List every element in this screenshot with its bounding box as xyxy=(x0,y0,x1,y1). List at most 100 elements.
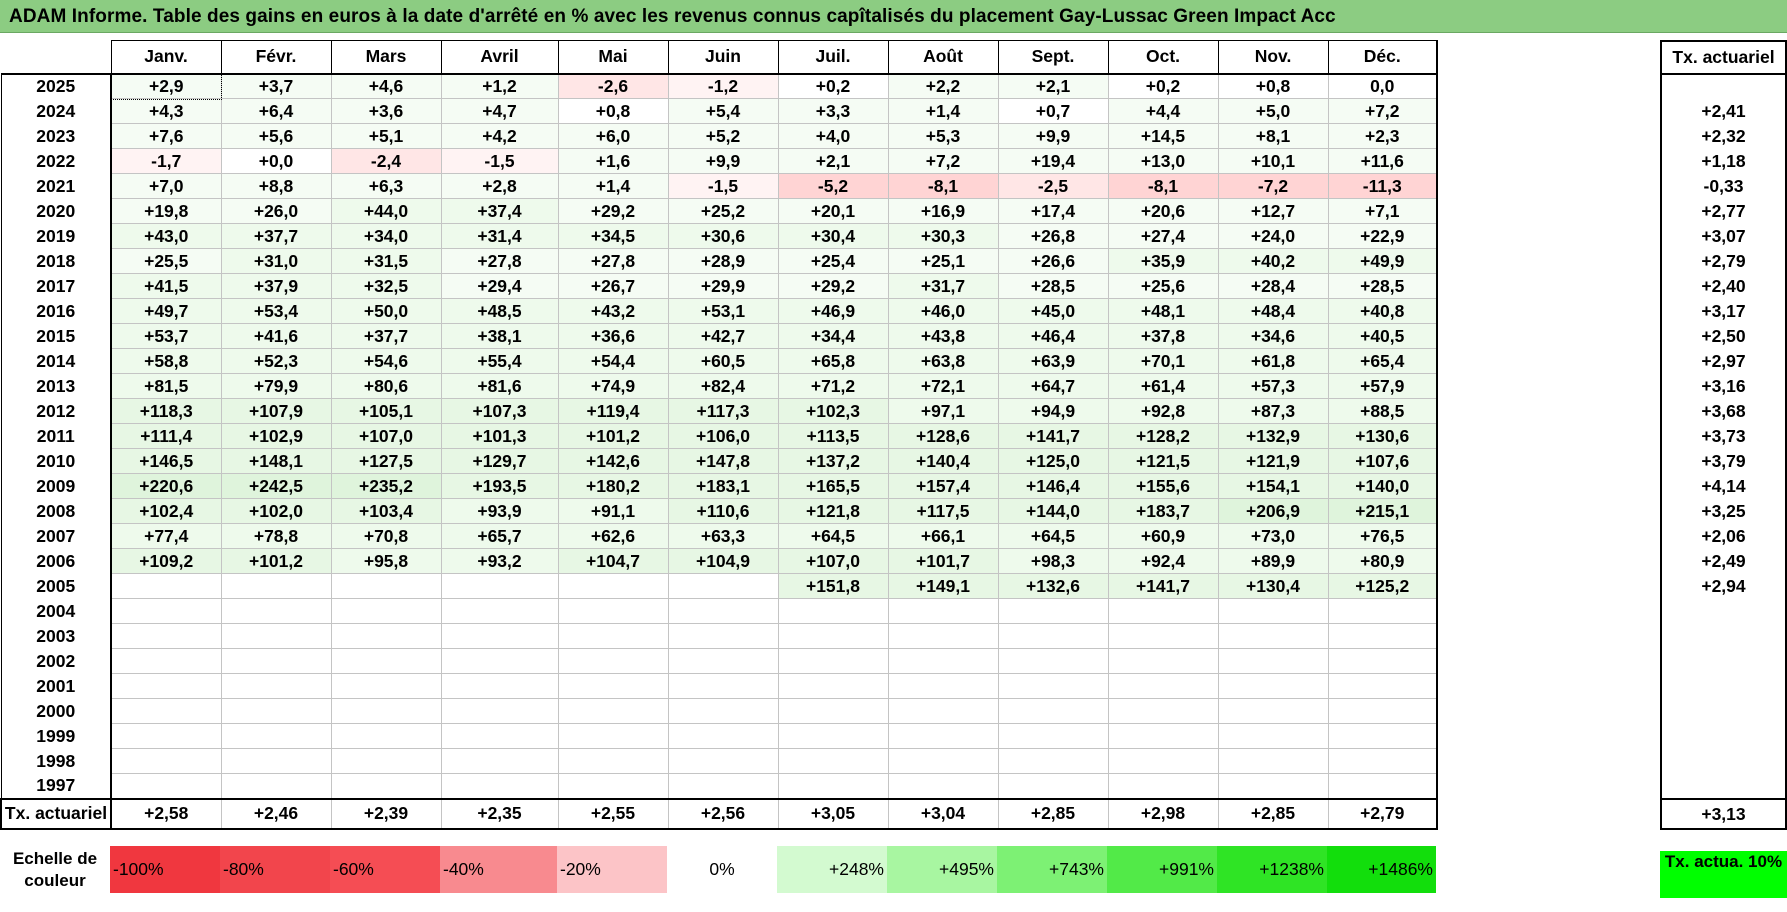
gain-cell[interactable] xyxy=(1107,698,1219,724)
gain-cell[interactable]: +28,5 xyxy=(1327,273,1438,299)
gain-cell[interactable]: +118,3 xyxy=(110,398,222,424)
gain-cell[interactable] xyxy=(330,623,442,649)
gain-cell[interactable]: +61,4 xyxy=(1107,373,1219,399)
gain-cell[interactable] xyxy=(330,698,442,724)
gain-cell[interactable] xyxy=(110,648,222,674)
gain-cell[interactable] xyxy=(887,598,999,624)
gain-cell[interactable] xyxy=(777,773,889,799)
gain-cell[interactable] xyxy=(440,598,559,624)
gain-cell[interactable]: +16,9 xyxy=(887,198,999,224)
gain-cell[interactable]: +53,7 xyxy=(110,323,222,349)
gain-cell[interactable]: +180,2 xyxy=(557,473,669,499)
gain-cell[interactable]: +110,6 xyxy=(667,498,779,524)
gain-cell[interactable]: +235,2 xyxy=(330,473,442,499)
gain-cell[interactable]: +38,1 xyxy=(440,323,559,349)
gain-cell[interactable]: +206,9 xyxy=(1217,498,1329,524)
gain-cell[interactable]: +54,6 xyxy=(330,348,442,374)
gain-cell[interactable]: +60,5 xyxy=(667,348,779,374)
gain-cell[interactable]: +0,8 xyxy=(1217,73,1329,99)
gain-cell[interactable] xyxy=(1107,748,1219,774)
gain-cell[interactable]: +4,6 xyxy=(330,73,442,99)
gain-cell[interactable]: +0,2 xyxy=(777,73,889,99)
gain-cell[interactable] xyxy=(330,598,442,624)
gain-cell[interactable]: +165,5 xyxy=(777,473,889,499)
gain-cell[interactable] xyxy=(440,698,559,724)
gain-cell[interactable]: +29,2 xyxy=(777,273,889,299)
gain-cell[interactable]: +5,3 xyxy=(887,123,999,149)
gain-cell[interactable]: +31,5 xyxy=(330,248,442,274)
gain-cell[interactable]: +107,6 xyxy=(1327,448,1438,474)
gain-cell[interactable]: +141,7 xyxy=(997,423,1109,449)
gain-cell[interactable]: +50,0 xyxy=(330,298,442,324)
gain-cell[interactable] xyxy=(667,748,779,774)
gain-cell[interactable]: +4,0 xyxy=(777,123,889,149)
gain-cell[interactable]: +2,1 xyxy=(997,73,1109,99)
gain-cell[interactable]: +26,6 xyxy=(997,248,1109,274)
gain-cell[interactable]: -7,2 xyxy=(1217,173,1329,199)
gain-cell[interactable]: +132,6 xyxy=(997,573,1109,599)
gain-cell[interactable]: +77,4 xyxy=(110,523,222,549)
gain-cell[interactable]: +46,0 xyxy=(887,298,999,324)
gain-cell[interactable]: +34,6 xyxy=(1217,323,1329,349)
gain-cell[interactable]: +92,8 xyxy=(1107,398,1219,424)
gain-cell[interactable]: +102,9 xyxy=(220,423,332,449)
gain-cell[interactable]: +37,7 xyxy=(330,323,442,349)
gain-cell[interactable]: +74,9 xyxy=(557,373,669,399)
gain-cell[interactable]: +70,8 xyxy=(330,523,442,549)
gain-cell[interactable] xyxy=(667,598,779,624)
gain-cell[interactable]: +137,2 xyxy=(777,448,889,474)
gain-cell[interactable]: +104,7 xyxy=(557,548,669,574)
gain-cell[interactable] xyxy=(887,723,999,749)
gain-cell[interactable] xyxy=(1107,648,1219,674)
gain-cell[interactable]: +148,1 xyxy=(220,448,332,474)
gain-cell[interactable]: +6,4 xyxy=(220,98,332,124)
gain-cell[interactable]: +36,6 xyxy=(557,323,669,349)
gain-cell[interactable]: -11,3 xyxy=(1327,173,1438,199)
gain-cell[interactable]: +28,9 xyxy=(667,248,779,274)
gain-cell[interactable]: +19,8 xyxy=(110,198,222,224)
gain-cell[interactable]: +17,4 xyxy=(997,198,1109,224)
gain-cell[interactable]: +93,2 xyxy=(440,548,559,574)
gain-cell[interactable]: +52,3 xyxy=(220,348,332,374)
gain-cell[interactable]: +73,0 xyxy=(1217,523,1329,549)
gain-cell[interactable]: +42,7 xyxy=(667,323,779,349)
gain-cell[interactable]: +101,7 xyxy=(887,548,999,574)
gain-cell[interactable]: +41,5 xyxy=(110,273,222,299)
gain-cell[interactable]: +7,6 xyxy=(110,123,222,149)
gain-cell[interactable]: +76,5 xyxy=(1327,523,1438,549)
gain-cell[interactable] xyxy=(887,623,999,649)
gain-cell[interactable]: +101,2 xyxy=(557,423,669,449)
gain-cell[interactable]: +1,4 xyxy=(557,173,669,199)
gain-cell[interactable]: +155,6 xyxy=(1107,473,1219,499)
gain-cell[interactable] xyxy=(1327,623,1438,649)
gain-cell[interactable]: +113,5 xyxy=(777,423,889,449)
gain-cell[interactable] xyxy=(667,723,779,749)
gain-cell[interactable]: +242,5 xyxy=(220,473,332,499)
gain-cell[interactable]: +14,5 xyxy=(1107,123,1219,149)
gain-cell[interactable]: +127,5 xyxy=(330,448,442,474)
gain-cell[interactable] xyxy=(1107,723,1219,749)
gain-cell[interactable]: +10,1 xyxy=(1217,148,1329,174)
gain-cell[interactable]: +29,9 xyxy=(667,273,779,299)
gain-cell[interactable]: +41,6 xyxy=(220,323,332,349)
gain-cell[interactable]: +25,6 xyxy=(1107,273,1219,299)
gain-cell[interactable]: +7,1 xyxy=(1327,198,1438,224)
gain-cell[interactable]: +60,9 xyxy=(1107,523,1219,549)
gain-cell[interactable]: +88,5 xyxy=(1327,398,1438,424)
gain-cell[interactable]: +0,7 xyxy=(997,98,1109,124)
gain-cell[interactable]: +3,3 xyxy=(777,98,889,124)
gain-cell[interactable]: +154,1 xyxy=(1217,473,1329,499)
gain-cell[interactable]: +9,9 xyxy=(667,148,779,174)
gain-cell[interactable] xyxy=(110,598,222,624)
gain-cell[interactable]: +104,9 xyxy=(667,548,779,574)
gain-cell[interactable]: +29,4 xyxy=(440,273,559,299)
gain-cell[interactable] xyxy=(667,573,779,599)
gain-cell[interactable]: +63,9 xyxy=(997,348,1109,374)
gain-cell[interactable]: +144,0 xyxy=(997,498,1109,524)
gain-cell[interactable]: +29,2 xyxy=(557,198,669,224)
gain-cell[interactable]: +48,5 xyxy=(440,298,559,324)
gain-cell[interactable]: +0,2 xyxy=(1107,73,1219,99)
gain-cell[interactable]: +102,0 xyxy=(220,498,332,524)
gain-cell[interactable] xyxy=(220,623,332,649)
gain-cell[interactable]: +54,4 xyxy=(557,348,669,374)
